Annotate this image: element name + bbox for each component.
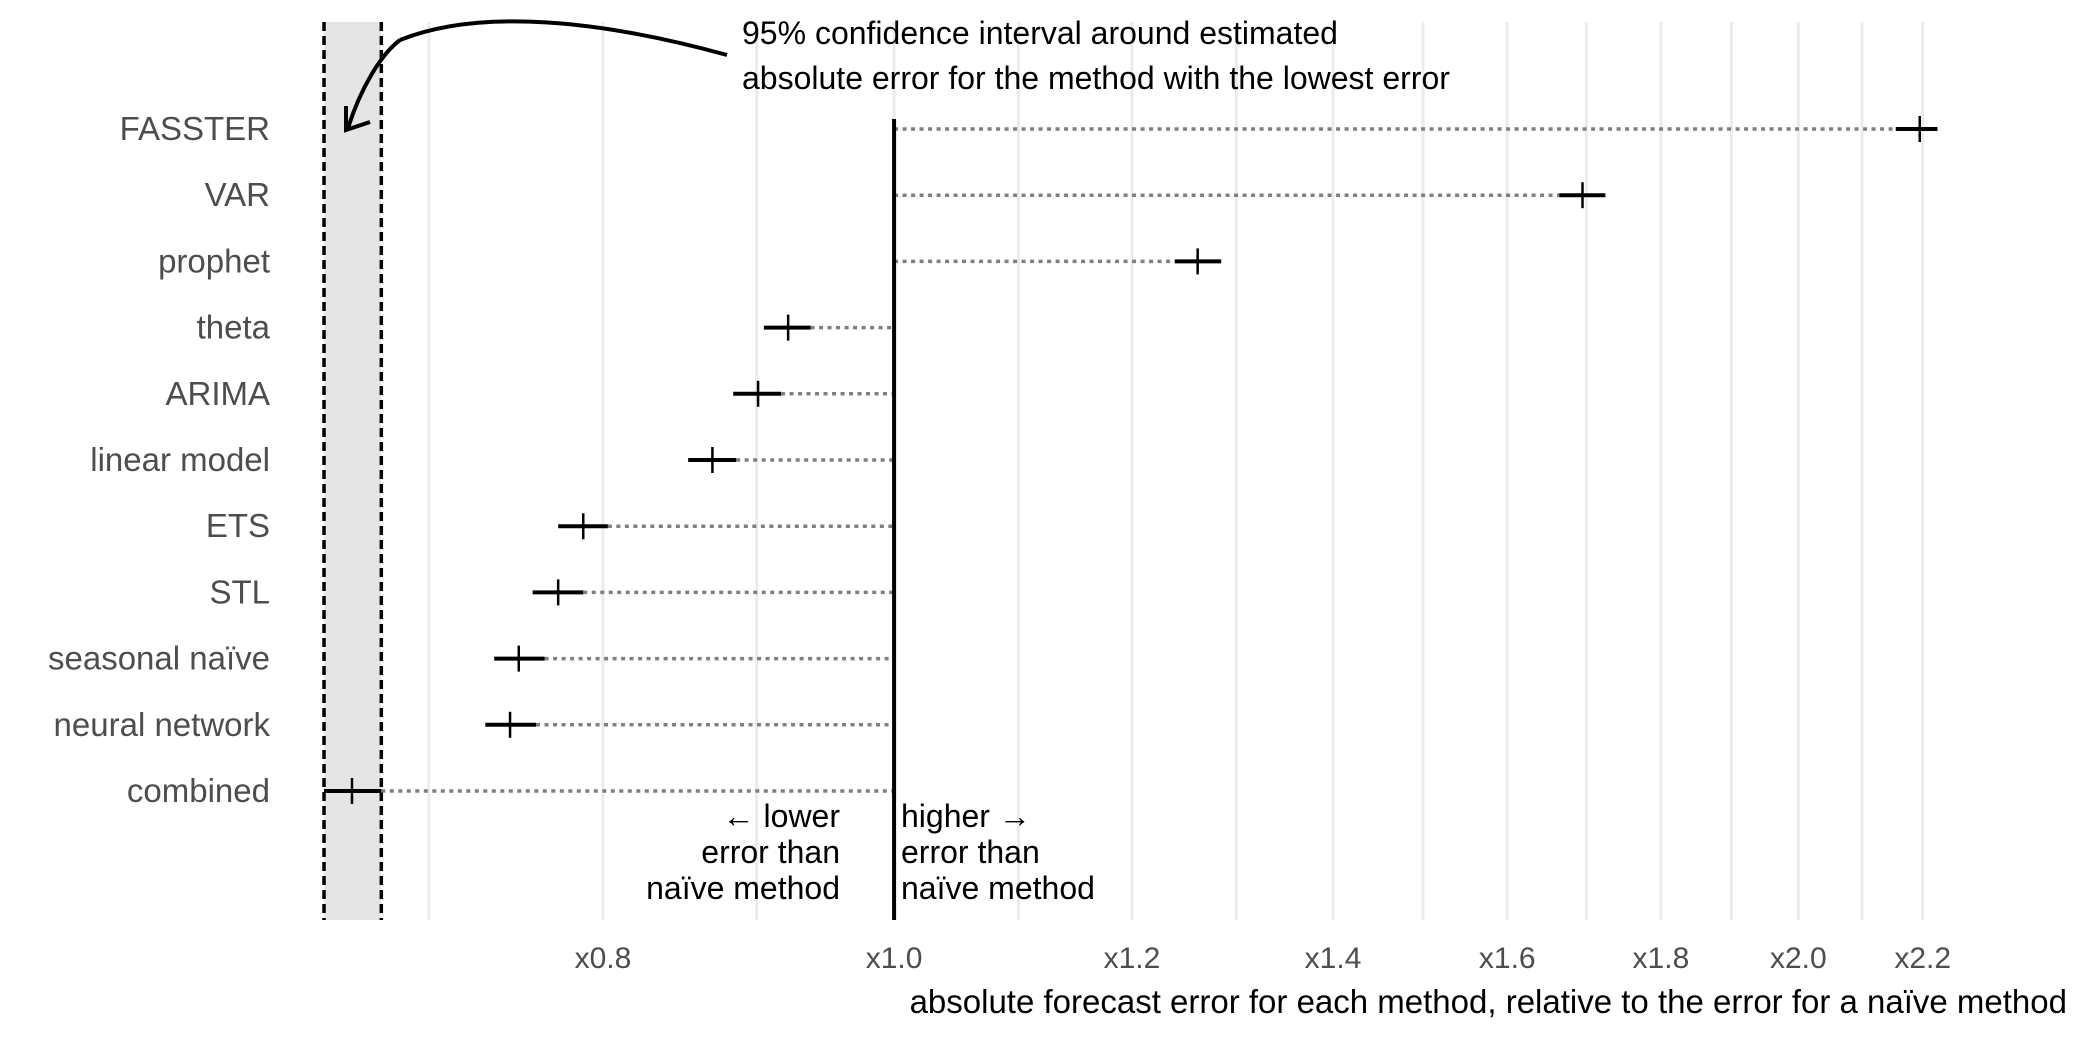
method-label: prophet (158, 242, 270, 279)
band-note-line-2: absolute error for the method with the l… (742, 60, 1450, 96)
best-method-ci-band (324, 22, 382, 920)
higher-annotation: higher → error than naïve method (901, 798, 1095, 906)
annotation-arrow-curve-end (346, 38, 402, 129)
lower-note-line-1: ← lower (723, 798, 841, 834)
method-label: combined (127, 772, 270, 809)
x-tick-label: x2.0 (1770, 942, 1827, 975)
lower-note-line-3: naïve method (646, 870, 840, 906)
x-axis-ticks: x0.8 x1.0 x1.2 x1.4 x1.6 x1.8 x2.0 x2.2 (575, 942, 1951, 975)
method-row: STL (209, 573, 895, 610)
x-tick-label: x1.2 (1104, 942, 1161, 975)
method-row: seasonal naïve (48, 640, 895, 677)
x-tick-label: x0.8 (575, 942, 632, 975)
method-row: combined (127, 772, 895, 809)
method-row: FASSTER (120, 110, 1938, 147)
method-row: ETS (206, 507, 895, 544)
grid-lines (427, 22, 1925, 920)
band-annotation: 95% confidence interval around estimated… (344, 15, 1450, 133)
method-row: theta (197, 309, 895, 346)
method-label: ARIMA (165, 375, 270, 412)
annotation-arrow (399, 19, 728, 57)
method-rows: FASSTER VAR prophet theta ARIMA linear model E… (48, 110, 1938, 809)
x-tick-label: x1.4 (1305, 942, 1362, 975)
x-tick-label: x1.0 (866, 942, 923, 975)
method-row: linear model (90, 441, 895, 478)
annotation-arrowhead-icon (344, 106, 371, 133)
x-axis-title: absolute forecast error for each method,… (910, 983, 2067, 1020)
x-tick-label: x2.2 (1894, 942, 1951, 975)
method-row: ARIMA (165, 375, 895, 412)
band-note-line-1: 95% confidence interval around estimated (742, 15, 1338, 51)
method-label: theta (197, 309, 271, 346)
higher-note-line-2: error than (901, 834, 1040, 870)
higher-note-line-1: higher → (901, 798, 1031, 834)
method-row: VAR (205, 176, 1606, 213)
method-label: FASSTER (120, 110, 270, 147)
lower-note-line-2: error than (701, 834, 840, 870)
method-label: seasonal naïve (48, 640, 270, 677)
lower-annotation: ← lower error than naïve method (646, 798, 840, 906)
method-label: STL (209, 573, 270, 610)
x-tick-label: x1.8 (1633, 942, 1690, 975)
method-label: VAR (205, 176, 270, 213)
method-row: neural network (54, 706, 895, 743)
method-label: neural network (54, 706, 271, 743)
method-row: prophet (158, 242, 1222, 279)
x-tick-label: x1.6 (1479, 942, 1536, 975)
higher-note-line-3: naïve method (901, 870, 1095, 906)
method-label: linear model (90, 441, 270, 478)
method-label: ETS (206, 507, 270, 544)
